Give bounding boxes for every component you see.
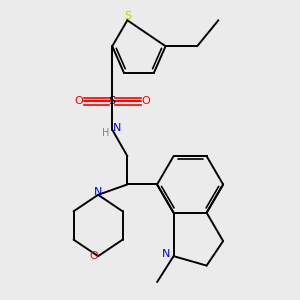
Text: O: O — [89, 251, 98, 261]
Text: N: N — [94, 187, 102, 196]
Text: S: S — [124, 11, 131, 22]
Text: O: O — [141, 96, 150, 106]
Text: N: N — [162, 249, 171, 259]
Text: S: S — [109, 96, 116, 106]
Text: H: H — [102, 128, 110, 139]
Text: N: N — [113, 123, 121, 133]
Text: O: O — [75, 96, 84, 106]
